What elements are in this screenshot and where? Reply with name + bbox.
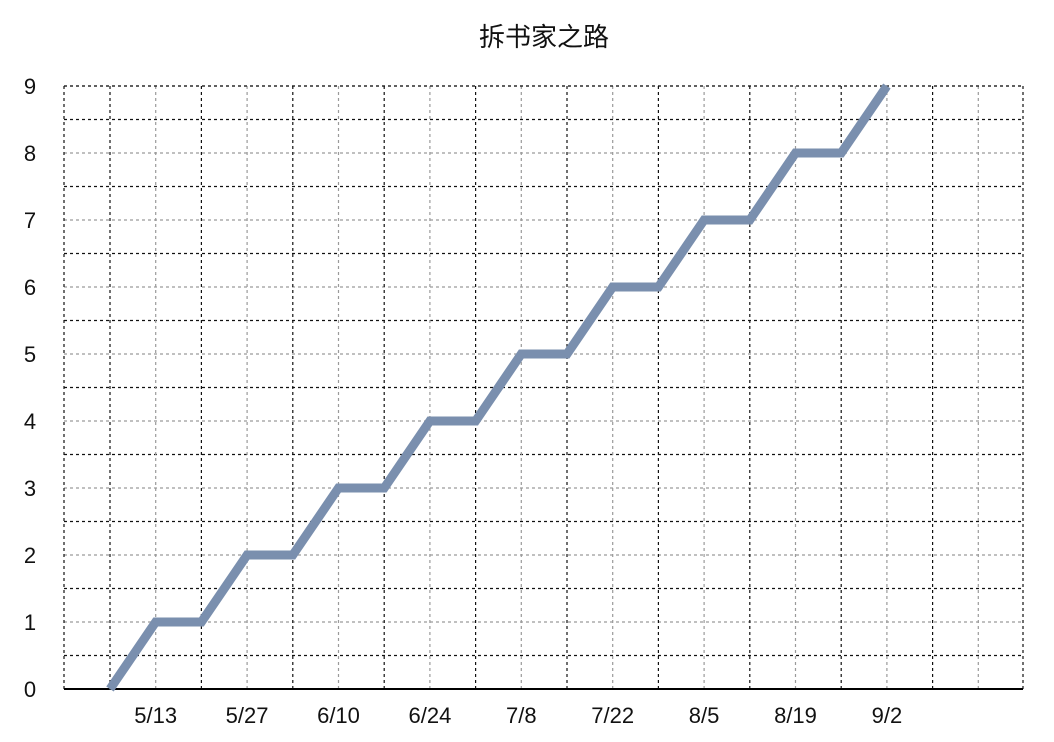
data-point (749, 219, 751, 221)
data-point (475, 420, 477, 422)
data-point (886, 85, 888, 87)
x-tick-label: 6/10 (317, 703, 360, 728)
x-tick-label: 9/2 (872, 703, 903, 728)
y-tick-label: 0 (24, 677, 36, 702)
y-tick-label: 1 (24, 610, 36, 635)
data-point (612, 286, 614, 288)
data-point (566, 353, 568, 355)
data-point (795, 152, 796, 154)
y-tick-label: 7 (24, 208, 36, 233)
data-point (703, 219, 705, 221)
x-tick-label: 8/19 (774, 703, 817, 728)
y-tick-label: 5 (24, 342, 36, 367)
y-tick-labels: 0 1 2 3 4 5 6 7 8 9 (24, 74, 36, 702)
x-tick-label: 7/8 (506, 703, 537, 728)
y-tick-label: 4 (24, 409, 36, 434)
x-tick-label: 7/22 (591, 703, 634, 728)
chart-title: 拆书家之路 (479, 22, 609, 52)
x-tick-labels: 5/13 5/27 6/10 6/24 7/8 7/22 8/5 8/19 9/2 (134, 703, 902, 728)
grid (63, 85, 1024, 689)
x-tick-label: 6/24 (408, 703, 451, 728)
data-point (657, 286, 659, 288)
x-tick-label: 8/5 (689, 703, 720, 728)
data-point (429, 420, 431, 422)
data-point (338, 487, 339, 489)
data-point (840, 152, 842, 154)
x-tick-label: 5/13 (134, 703, 177, 728)
series-group (106, 83, 891, 692)
data-point (109, 688, 111, 690)
data-point (200, 621, 202, 623)
y-tick-label: 9 (24, 74, 36, 99)
y-tick-label: 6 (24, 275, 36, 300)
series-line (106, 83, 891, 692)
y-tick-label: 2 (24, 543, 36, 568)
data-point (383, 487, 385, 489)
data-point (246, 554, 248, 556)
data-point (292, 554, 294, 556)
data-point (520, 353, 522, 355)
data-point (155, 621, 157, 623)
x-tick-label: 5/27 (226, 703, 269, 728)
y-tick-label: 8 (24, 141, 36, 166)
y-tick-label: 3 (24, 476, 36, 501)
